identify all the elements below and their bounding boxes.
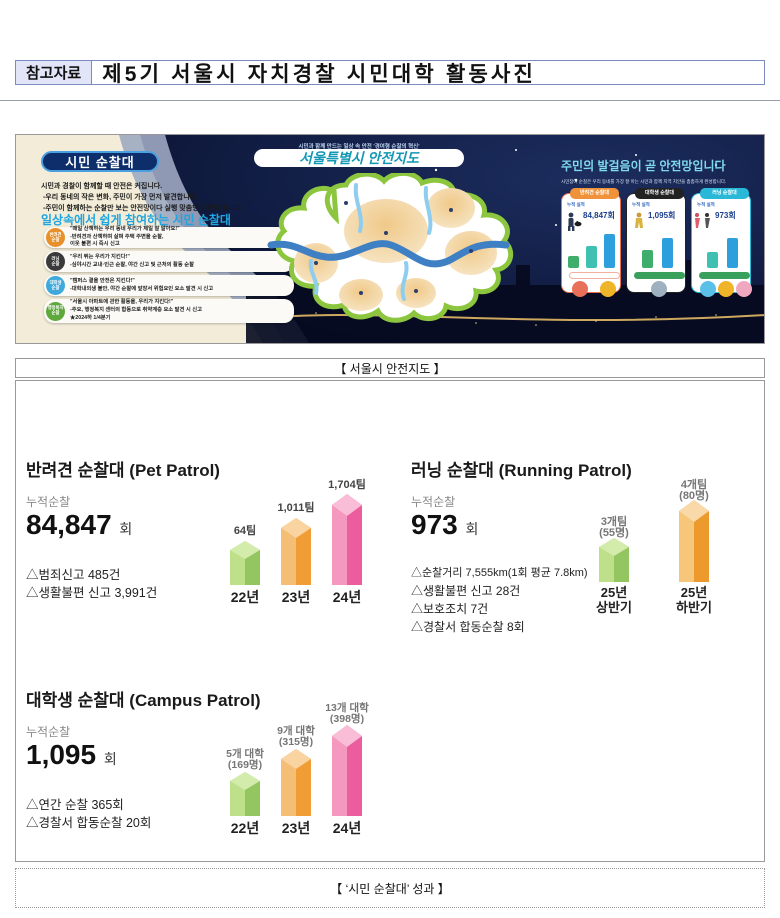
svg-text:(80명): (80명) bbox=[679, 488, 709, 502]
svg-text:(398명): (398명) bbox=[330, 712, 364, 725]
svg-text:(55명): (55명) bbox=[599, 525, 629, 539]
svg-text:64팀: 64팀 bbox=[234, 524, 256, 537]
svg-text:22년: 22년 bbox=[231, 820, 259, 836]
svg-text:3개팀: 3개팀 bbox=[601, 514, 627, 528]
svg-text:25년: 25년 bbox=[601, 585, 627, 600]
svg-text:1,704팀: 1,704팀 bbox=[328, 478, 366, 491]
svg-text:22년: 22년 bbox=[231, 589, 259, 605]
svg-text:(315명): (315명) bbox=[279, 735, 313, 748]
svg-text:하반기: 하반기 bbox=[676, 600, 712, 615]
svg-text:(169명): (169명) bbox=[228, 758, 262, 771]
svg-text:상반기: 상반기 bbox=[596, 600, 632, 615]
svg-text:23년: 23년 bbox=[282, 589, 310, 605]
svg-text:24년: 24년 bbox=[333, 589, 361, 605]
svg-text:4개팀: 4개팀 bbox=[681, 477, 707, 491]
svg-text:23년: 23년 bbox=[282, 820, 310, 836]
svg-text:24년: 24년 bbox=[333, 820, 361, 836]
svg-text:25년: 25년 bbox=[681, 585, 707, 600]
svg-text:1,011팀: 1,011팀 bbox=[277, 501, 314, 514]
